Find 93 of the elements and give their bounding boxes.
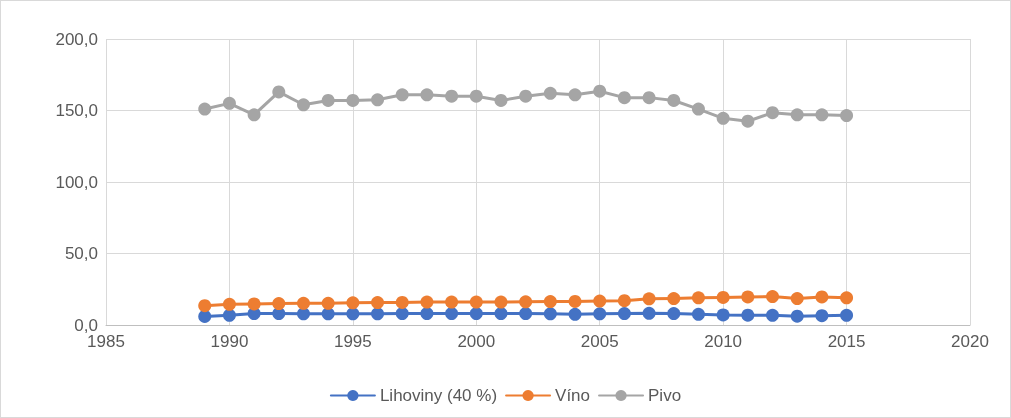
point <box>617 294 631 308</box>
point <box>445 295 459 309</box>
x-tick-label: 2020 <box>951 332 989 351</box>
point <box>741 308 755 322</box>
point <box>716 308 730 322</box>
point <box>469 295 483 309</box>
point <box>420 307 434 321</box>
point <box>642 292 656 306</box>
point <box>519 295 533 309</box>
point <box>593 294 607 308</box>
point <box>543 295 557 309</box>
x-tick-label: 2010 <box>704 332 743 351</box>
legend-label: Pivo <box>648 386 682 405</box>
point <box>815 309 829 323</box>
point <box>494 307 508 321</box>
point <box>716 111 730 125</box>
point <box>272 297 286 311</box>
point <box>691 102 705 116</box>
point <box>790 309 804 323</box>
point <box>346 93 360 107</box>
point <box>371 93 385 107</box>
point <box>371 307 385 321</box>
point <box>247 297 261 311</box>
y-tick-label: 200,0 <box>55 29 98 49</box>
point <box>297 296 310 310</box>
point <box>667 307 681 321</box>
point <box>568 88 582 102</box>
point <box>766 290 780 304</box>
point <box>593 307 607 321</box>
y-tick-label: 50,0 <box>64 244 98 263</box>
point <box>222 297 236 311</box>
legend-label: Víno <box>555 386 591 405</box>
point <box>198 299 212 313</box>
point <box>691 307 705 321</box>
point <box>420 295 434 309</box>
point <box>445 89 459 103</box>
x-tick-label: 1995 <box>333 332 372 351</box>
x-tick-label: 2000 <box>457 332 496 351</box>
point <box>198 309 212 323</box>
point <box>469 307 483 321</box>
point <box>247 108 261 122</box>
point <box>519 307 533 321</box>
x-tick-label: 1990 <box>210 332 249 351</box>
point <box>766 308 780 322</box>
point <box>840 109 854 122</box>
point <box>346 307 360 321</box>
point <box>222 96 236 110</box>
point <box>642 91 656 105</box>
legend-label: Lihoviny (40 %) <box>379 386 498 405</box>
point <box>617 307 631 321</box>
point <box>568 307 582 321</box>
y-tick-label: 0,0 <box>74 315 98 335</box>
point <box>297 98 310 112</box>
point <box>519 89 533 103</box>
point <box>321 93 335 107</box>
point <box>445 307 459 321</box>
point <box>741 114 755 128</box>
point <box>667 93 681 107</box>
point <box>321 296 335 310</box>
point <box>617 91 631 105</box>
point <box>494 295 508 309</box>
point <box>346 296 360 310</box>
point <box>543 307 557 321</box>
y-tick-label: 100,0 <box>55 172 98 192</box>
y-tick-label: 150,0 <box>55 101 98 120</box>
point <box>420 88 434 102</box>
point <box>815 108 829 122</box>
point <box>543 86 557 100</box>
point <box>741 290 755 304</box>
point <box>840 308 854 322</box>
point <box>494 93 508 107</box>
point <box>790 108 804 122</box>
x-tick-label: 2005 <box>580 332 619 351</box>
x-tick-label: 2015 <box>827 332 866 351</box>
x-tick-label: 1985 <box>87 332 125 351</box>
point <box>691 291 705 305</box>
point <box>198 102 212 116</box>
point <box>716 290 730 304</box>
point <box>395 295 409 309</box>
point <box>568 294 582 308</box>
point <box>395 88 409 102</box>
point <box>667 292 681 306</box>
point <box>815 290 829 304</box>
point <box>840 291 854 305</box>
point <box>371 296 385 310</box>
point <box>395 307 409 321</box>
point <box>642 306 656 320</box>
point <box>593 84 607 98</box>
point <box>766 106 780 120</box>
point <box>469 89 483 103</box>
point <box>272 85 286 99</box>
point <box>790 292 804 306</box>
point <box>222 308 236 322</box>
